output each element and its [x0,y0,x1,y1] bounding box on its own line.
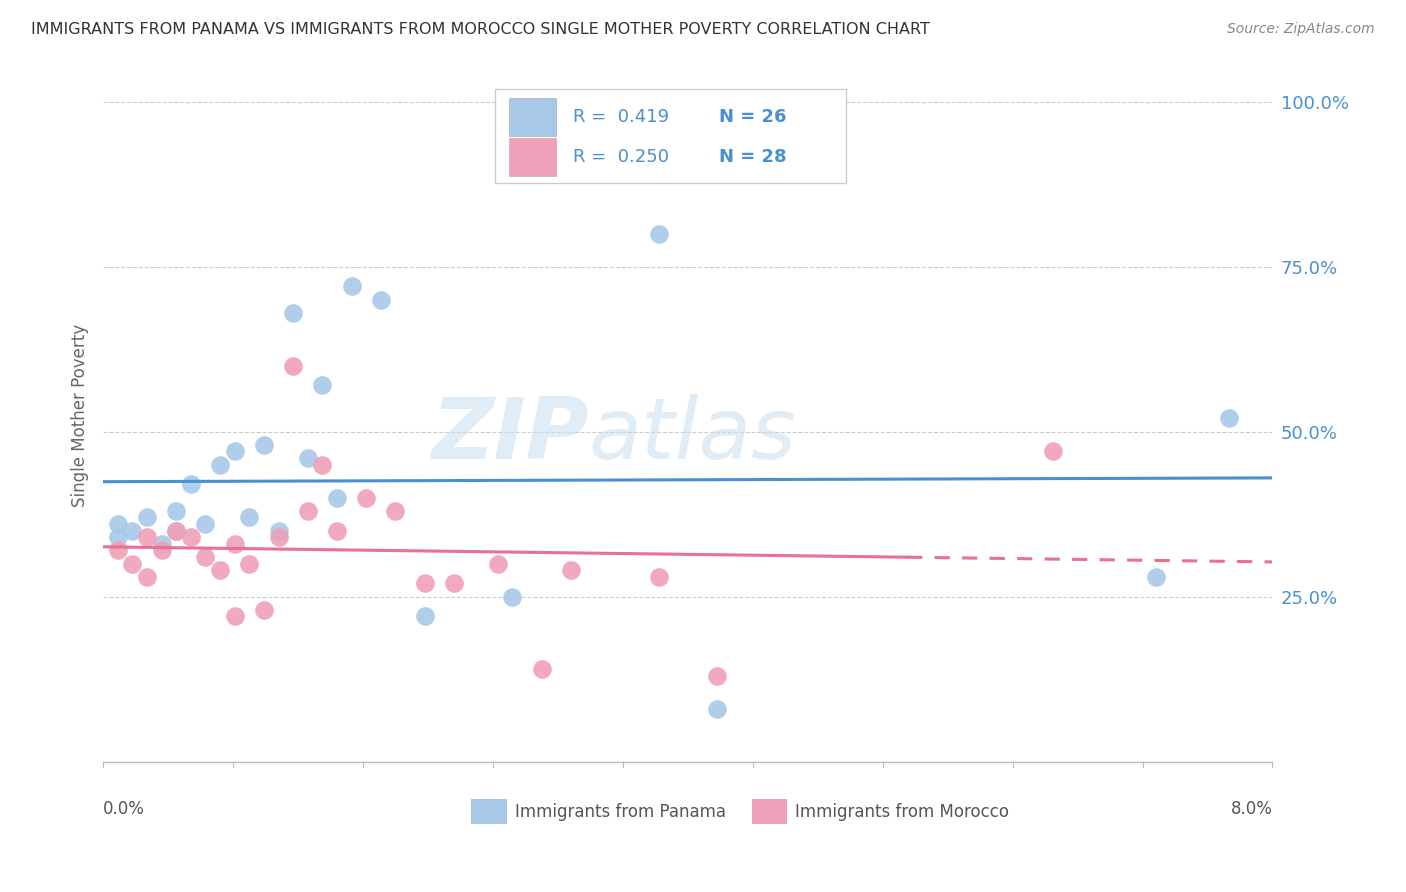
Point [706,669,728,683]
Point [281,306,304,320]
Point [413,576,436,591]
Point [194,516,217,531]
Point [370,293,392,307]
Point [326,524,349,538]
Point [311,378,333,392]
Point [150,543,173,558]
Point [136,510,159,524]
Point [281,359,304,373]
Bar [471,799,506,824]
Text: Immigrants from Panama: Immigrants from Panama [515,803,725,821]
Text: 8.0%: 8.0% [1230,800,1272,818]
Point [326,491,349,505]
Point [150,537,173,551]
Text: Immigrants from Morocco: Immigrants from Morocco [796,803,1010,821]
Point [413,609,436,624]
Point [224,444,246,458]
Text: IMMIGRANTS FROM PANAMA VS IMMIGRANTS FROM MOROCCO SINGLE MOTHER POVERTY CORRELAT: IMMIGRANTS FROM PANAMA VS IMMIGRANTS FRO… [31,22,929,37]
Point [354,491,377,505]
Point [224,609,246,624]
Point [107,543,129,558]
Text: Source: ZipAtlas.com: Source: ZipAtlas.com [1227,22,1375,37]
Point [165,524,187,538]
Point [121,524,143,538]
Point [136,530,159,544]
Text: ZIP: ZIP [430,394,589,477]
Point [194,549,217,564]
Point [253,438,276,452]
Point [238,510,260,524]
Bar [509,98,555,136]
Point [253,603,276,617]
Bar [752,799,787,824]
Point [1144,570,1167,584]
Point [530,662,553,676]
Point [267,524,290,538]
Point [311,458,333,472]
Point [297,504,319,518]
Point [384,504,406,518]
Y-axis label: Single Mother Poverty: Single Mother Poverty [72,324,89,507]
Point [486,557,509,571]
Bar [495,89,845,183]
Point [560,563,582,577]
Point [1042,444,1064,458]
Point [121,557,143,571]
Point [1218,411,1240,425]
Point [209,563,232,577]
Point [165,524,187,538]
Point [165,504,187,518]
Text: N = 28: N = 28 [720,148,787,166]
Point [224,537,246,551]
Point [706,702,728,716]
Point [340,279,363,293]
Text: atlas: atlas [589,394,796,477]
Point [209,458,232,472]
Point [297,450,319,465]
Point [180,530,202,544]
Point [238,557,260,571]
Point [136,570,159,584]
Text: N = 26: N = 26 [720,108,787,126]
Text: R =  0.250: R = 0.250 [574,148,669,166]
Bar [509,138,555,176]
Point [180,477,202,491]
Text: R =  0.419: R = 0.419 [574,108,669,126]
Point [267,530,290,544]
Point [647,570,669,584]
Point [107,530,129,544]
Point [501,590,523,604]
Text: 0.0%: 0.0% [103,800,145,818]
Point [647,227,669,241]
Point [107,516,129,531]
Point [443,576,465,591]
